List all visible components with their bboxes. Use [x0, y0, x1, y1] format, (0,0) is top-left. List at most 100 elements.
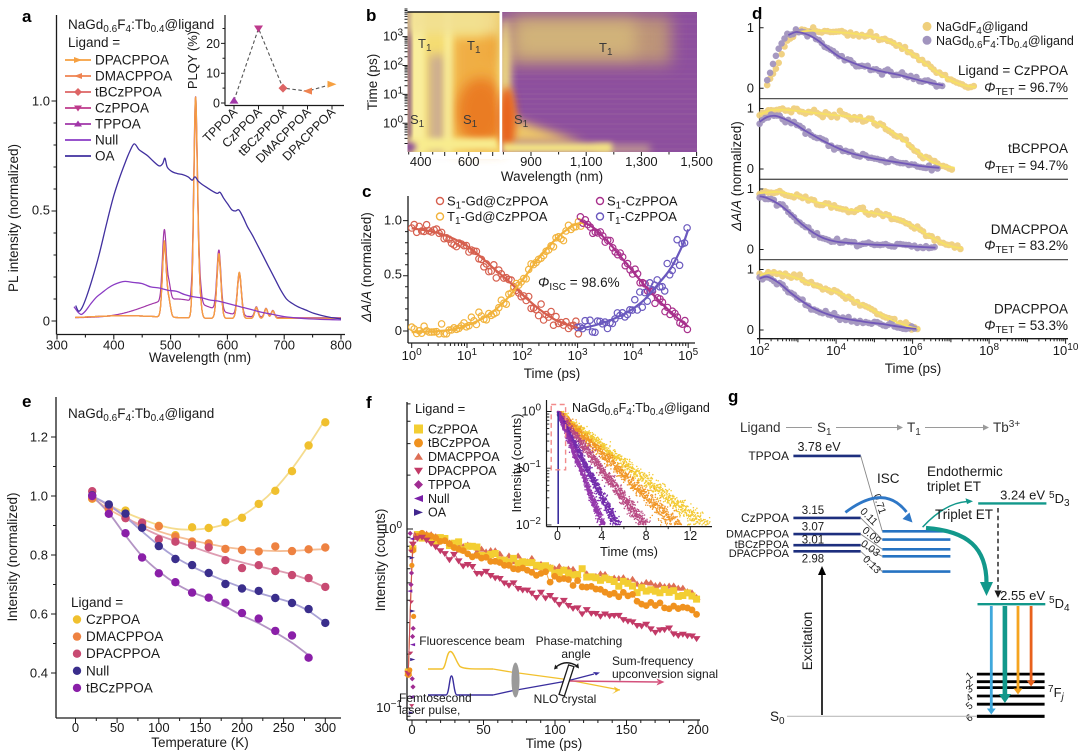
svg-text:Endothermic: Endothermic	[927, 464, 1003, 479]
svg-text:0: 0	[747, 242, 754, 257]
svg-text:3.01: 3.01	[802, 535, 824, 547]
svg-text:DMACPPOA: DMACPPOA	[95, 69, 172, 84]
svg-text:TPPOA: TPPOA	[748, 449, 789, 463]
svg-text:ISC: ISC	[877, 471, 900, 486]
svg-text:8: 8	[643, 529, 650, 543]
svg-text:PL intensity (normalized): PL intensity (normalized)	[6, 144, 21, 292]
svg-text:c: c	[362, 182, 371, 201]
svg-text:150: 150	[616, 722, 638, 737]
svg-text:300: 300	[46, 338, 68, 353]
svg-text:0: 0	[747, 322, 754, 337]
svg-text:600: 600	[458, 154, 480, 169]
svg-text:f: f	[366, 393, 372, 412]
svg-text:1: 1	[747, 181, 754, 196]
svg-text:0: 0	[554, 529, 561, 543]
svg-text:500: 500	[160, 338, 182, 353]
svg-text:e: e	[22, 392, 31, 411]
svg-text:0: 0	[72, 720, 79, 735]
svg-text:Intensity (counts): Intensity (counts)	[373, 509, 388, 612]
svg-text:Triplet ET: Triplet ET	[935, 507, 993, 522]
svg-text:5: 5	[964, 700, 976, 712]
svg-text:Phase-matching: Phase-matching	[536, 634, 623, 648]
svg-text:Ligand: Ligand	[740, 420, 781, 435]
svg-text:tBCzPPOA: tBCzPPOA	[428, 436, 490, 450]
svg-text:Ligand = CzPPOA: Ligand = CzPPOA	[958, 63, 1068, 78]
svg-text:NaGdF4 @ligand: NaGdF4 @ligand	[936, 20, 1028, 37]
svg-text:3: 3	[964, 684, 976, 696]
svg-text:DMACPPOA: DMACPPOA	[726, 529, 790, 541]
svg-text:1: 1	[747, 101, 754, 116]
svg-text:S1 -Gd@CzPPOA: S1 -Gd@CzPPOA	[447, 194, 548, 212]
svg-text:Ligand =: Ligand =	[415, 401, 465, 416]
svg-text:400: 400	[410, 154, 432, 169]
svg-text:Null: Null	[428, 492, 450, 506]
svg-text:DPACPPOA: DPACPPOA	[428, 464, 497, 478]
svg-text:2.55 eV: 2.55 eV	[1000, 588, 1045, 603]
svg-text:T1 -CzPPOA: T1 -CzPPOA	[607, 209, 677, 227]
svg-text:laser pulse,: laser pulse,	[399, 703, 460, 717]
svg-text:ΦTET = 53.3%: ΦTET = 53.3%	[984, 318, 1068, 336]
svg-text:200: 200	[687, 722, 709, 737]
svg-text:1,100: 1,100	[570, 154, 603, 169]
svg-text:Ligand =: Ligand =	[71, 595, 123, 610]
svg-text:S1 -CzPPOA: S1 -CzPPOA	[607, 194, 678, 212]
svg-text:800: 800	[330, 338, 352, 353]
svg-text:Time (ps): Time (ps)	[524, 366, 581, 381]
svg-text:d: d	[752, 4, 762, 23]
svg-text:ΦTET = 96.7%: ΦTET = 96.7%	[984, 80, 1068, 98]
svg-text:CzPPOA: CzPPOA	[95, 101, 149, 116]
svg-text:ΔA/A (normalized): ΔA/A (normalized)	[359, 212, 374, 323]
svg-text:300: 300	[314, 720, 336, 735]
svg-text:Intensity (normalized): Intensity (normalized)	[5, 492, 20, 621]
svg-text:0: 0	[395, 323, 402, 338]
svg-text:Excitation: Excitation	[800, 612, 815, 671]
svg-text:Sum-frequency: Sum-frequency	[612, 654, 693, 668]
svg-text:g: g	[728, 387, 738, 406]
svg-text:0: 0	[747, 161, 754, 176]
svg-text:tBCzPPOA: tBCzPPOA	[735, 539, 790, 551]
svg-text:tBCzPPOA: tBCzPPOA	[95, 85, 162, 100]
svg-text:Time (ms): Time (ms)	[600, 544, 658, 559]
svg-text:100: 100	[148, 720, 170, 735]
svg-text:a: a	[22, 7, 32, 26]
svg-text:CzPPOA: CzPPOA	[86, 612, 140, 627]
svg-text:PLQY (%): PLQY (%)	[185, 31, 200, 89]
svg-text:0: 0	[747, 80, 754, 95]
svg-text:0.4: 0.4	[30, 666, 48, 681]
svg-text:600: 600	[217, 338, 239, 353]
svg-text:0.5: 0.5	[32, 203, 50, 218]
svg-text:CzPPOA: CzPPOA	[428, 422, 479, 436]
svg-text:150: 150	[190, 720, 212, 735]
svg-text:DMACPPOA: DMACPPOA	[428, 450, 500, 464]
svg-text:Femtosecond: Femtosecond	[399, 691, 472, 705]
svg-text:1.2: 1.2	[30, 430, 48, 445]
svg-text:900: 900	[520, 154, 542, 169]
svg-text:tBCzPPOA: tBCzPPOA	[86, 680, 153, 695]
svg-text:4: 4	[598, 529, 605, 543]
svg-text:ΔA/A (normalized): ΔA/A (normalized)	[729, 121, 744, 232]
svg-text:tBCPPOA: tBCPPOA	[1008, 141, 1068, 156]
svg-text:20: 20	[206, 37, 220, 51]
svg-text:DMACPPOA: DMACPPOA	[991, 222, 1068, 237]
svg-text:6: 6	[964, 712, 976, 724]
svg-text:3.07: 3.07	[802, 522, 824, 534]
svg-text:OA: OA	[428, 506, 447, 520]
svg-text:10: 10	[206, 67, 220, 81]
svg-text:2: 2	[964, 678, 976, 690]
svg-text:b: b	[366, 6, 376, 25]
svg-text:Time (ps): Time (ps)	[365, 54, 380, 111]
svg-text:0: 0	[408, 722, 415, 737]
svg-text:Wavelength (nm): Wavelength (nm)	[149, 350, 251, 365]
svg-text:DPACPPOA: DPACPPOA	[994, 302, 1068, 317]
svg-text:NLO crystal: NLO crystal	[534, 692, 597, 706]
svg-text:ΦISC = 98.6%: ΦISC = 98.6%	[538, 275, 620, 293]
svg-text:T1 -Gd@CzPPOA: T1 -Gd@CzPPOA	[447, 209, 548, 227]
svg-text:1.0: 1.0	[32, 94, 50, 109]
svg-text:3.15: 3.15	[802, 505, 824, 517]
svg-text:Temperature (K): Temperature (K)	[151, 735, 249, 750]
svg-text:DPACPPOA: DPACPPOA	[729, 548, 790, 560]
svg-text:1.0: 1.0	[30, 489, 48, 504]
svg-text:TPPOA: TPPOA	[95, 117, 141, 132]
svg-text:Time (ps): Time (ps)	[526, 736, 583, 751]
svg-text:ΦTET = 83.2%: ΦTET = 83.2%	[984, 238, 1068, 256]
